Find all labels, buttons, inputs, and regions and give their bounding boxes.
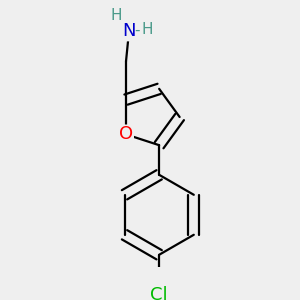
Text: -: - <box>135 22 140 38</box>
Text: O: O <box>119 125 133 143</box>
Text: Cl: Cl <box>150 286 168 300</box>
Text: N: N <box>122 22 136 40</box>
Text: H: H <box>110 8 122 23</box>
Text: H: H <box>141 22 153 37</box>
